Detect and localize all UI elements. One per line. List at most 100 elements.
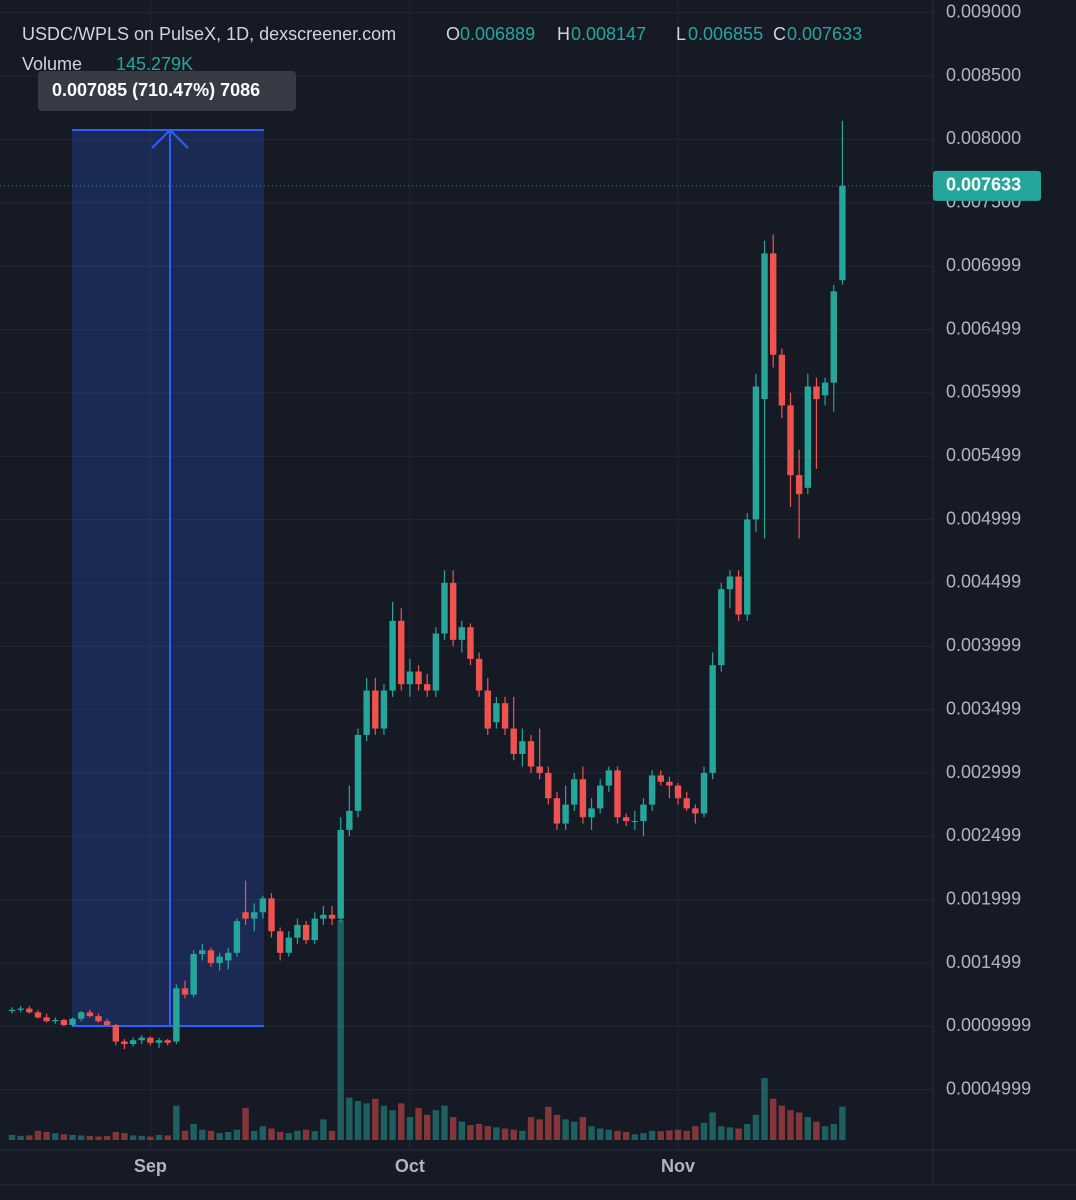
candle-body [294, 924, 301, 938]
volume-bar [155, 1134, 163, 1140]
y-tick-label: 0.004999 [946, 508, 1021, 528]
ohlc-value: 0.006889 [460, 24, 535, 44]
candle-body [605, 770, 613, 786]
chart-title: USDC/WPLS on PulseX, 1D, dexscreener.com [22, 24, 396, 44]
volume-bar [545, 1106, 552, 1140]
candle-body [147, 1037, 154, 1043]
candle-body [320, 914, 327, 919]
volume-bar [320, 1119, 327, 1140]
volume-bar [605, 1129, 613, 1140]
volume-bar [752, 1114, 760, 1140]
x-tick-label: Nov [661, 1156, 695, 1176]
candle-body [112, 1025, 119, 1042]
volume-bar [571, 1121, 578, 1140]
volume-bar [484, 1126, 491, 1140]
volume-bar [285, 1133, 292, 1140]
volume-bar [17, 1135, 24, 1140]
volume-bar [268, 1128, 275, 1140]
candle-body [795, 475, 803, 495]
volume-bar [86, 1135, 94, 1140]
candle-body [579, 779, 587, 818]
volume-bar [622, 1131, 630, 1140]
y-tick-label: 0.0009999 [946, 1015, 1031, 1035]
candle-body [354, 734, 362, 811]
volume-bar [52, 1133, 59, 1140]
candle-body [441, 582, 448, 634]
volume-bar [164, 1135, 171, 1140]
candle-body [449, 582, 457, 640]
candle-body [683, 798, 690, 809]
ohlc-letter: H [557, 24, 570, 44]
volume-bar [328, 1130, 336, 1140]
volume-bar [441, 1105, 448, 1140]
x-tick-label: Oct [395, 1156, 425, 1176]
y-tick-label: 0.002999 [946, 762, 1021, 782]
volume-bar [432, 1110, 440, 1140]
candle-body [839, 185, 846, 281]
volume-bar [821, 1126, 829, 1140]
y-tick-label: 0.006499 [946, 318, 1021, 338]
volume-bar [173, 1105, 180, 1140]
candle-body [17, 1008, 24, 1010]
volume-bar [493, 1127, 500, 1140]
x-tick-label: Sep [134, 1156, 167, 1176]
candle-body [216, 956, 223, 963]
candle-body [86, 1012, 94, 1017]
candle-body [597, 785, 604, 809]
candle-body [363, 690, 370, 735]
volume-bar [726, 1127, 734, 1140]
y-tick-label: 0.001499 [946, 952, 1021, 972]
y-tick-label: 0.006999 [946, 255, 1021, 275]
candle-body [614, 770, 621, 818]
candle-body [501, 703, 509, 729]
candle-body [700, 772, 708, 814]
volume-bar [233, 1129, 241, 1140]
candle-body [830, 291, 837, 383]
volume-bar [103, 1135, 111, 1140]
candle-body [640, 804, 647, 822]
candle-body [787, 405, 794, 476]
volume-bar [449, 1117, 457, 1140]
candle-body [328, 914, 336, 919]
candle-body [259, 898, 267, 913]
measure-label: 0.007085 (710.47%) 7086 [52, 80, 260, 100]
candle-body [752, 386, 760, 520]
volume-bar [181, 1130, 189, 1140]
candle-body [380, 690, 388, 729]
measure-label-box [38, 71, 296, 111]
y-tick-label: 0.003499 [946, 698, 1021, 718]
candle-body [52, 1019, 59, 1022]
candle-body [129, 1040, 137, 1045]
candle-body [657, 775, 664, 782]
volume-bar [380, 1105, 388, 1140]
ohlc-letter: C [773, 24, 786, 44]
candle-body [164, 1040, 171, 1043]
volume-bar [674, 1129, 682, 1140]
volume-bar [242, 1107, 249, 1140]
y-tick-label: 0.005999 [946, 382, 1021, 402]
volume-bar [406, 1117, 414, 1140]
volume-bar [138, 1135, 145, 1140]
volume-bar [69, 1134, 76, 1140]
ohlc-value: 0.006855 [688, 24, 763, 44]
candle-body [770, 253, 777, 355]
volume-bar [60, 1134, 68, 1140]
candle-body [475, 658, 483, 691]
candle-body [43, 1017, 50, 1022]
volume-bar [199, 1129, 206, 1140]
volume-bar [778, 1105, 786, 1140]
volume-bar [804, 1117, 811, 1140]
y-tick-label: 0.001999 [946, 888, 1021, 908]
volume-bar [510, 1129, 517, 1140]
y-tick-label: 0.008000 [946, 128, 1021, 148]
volume-bar [467, 1125, 474, 1140]
candle-body [190, 954, 197, 995]
volume-bar [839, 1106, 846, 1140]
y-tick-label: 0.0004999 [946, 1078, 1031, 1098]
volume-bar [744, 1123, 751, 1140]
candle-body [225, 952, 232, 961]
volume-bar [588, 1126, 595, 1140]
candle-body [173, 988, 180, 1042]
candle-body [103, 1021, 111, 1026]
